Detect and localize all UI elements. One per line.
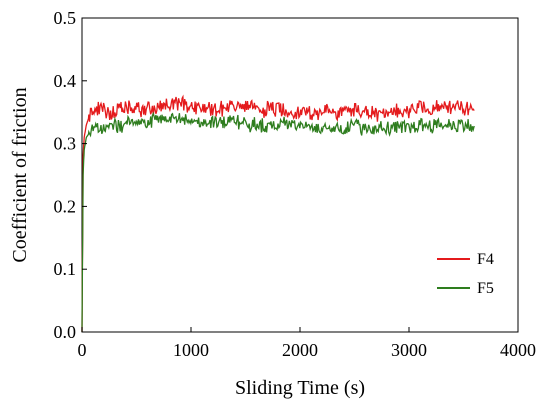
legend: F4 F5 [437, 251, 494, 297]
x-tick-label: 4000 [500, 340, 536, 360]
y-tick-label: 0.5 [54, 8, 77, 28]
series-line-f5 [81, 111, 475, 333]
series-layer [81, 94, 475, 333]
y-tick-label: 0.4 [54, 71, 77, 91]
y-tick-label: 0.0 [54, 322, 77, 342]
x-tick-label: 1000 [173, 340, 209, 360]
x-tick-label: 2000 [282, 340, 318, 360]
y-tick-label: 0.1 [54, 259, 77, 279]
y-tick-label: 0.2 [54, 196, 77, 216]
y-tick-label: 0.3 [54, 134, 77, 154]
x-tick-label: 3000 [391, 340, 427, 360]
legend-label-f4: F4 [477, 251, 494, 268]
legend-label-f5: F5 [477, 280, 494, 297]
x-tick-label: 0 [78, 340, 87, 360]
y-axis-title: Coefficient of friction [9, 87, 31, 262]
plot-frame [81, 17, 519, 333]
x-axis-title: Sliding Time (s) [235, 377, 365, 399]
tick-layer: 0 1000 2000 3000 4000 0.0 0.1 0.2 0.3 0.4 0.5 [54, 8, 537, 360]
series-line-f4 [81, 94, 475, 333]
